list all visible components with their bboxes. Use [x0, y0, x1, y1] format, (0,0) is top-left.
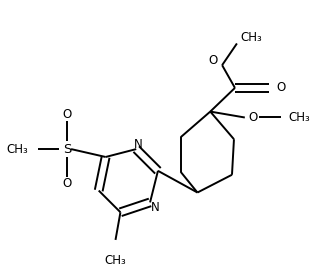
Text: N: N: [134, 138, 143, 151]
Text: CH₃: CH₃: [241, 31, 263, 44]
Text: S: S: [63, 143, 71, 156]
Text: O: O: [62, 108, 72, 121]
Text: CH₃: CH₃: [6, 143, 28, 156]
Text: N: N: [151, 201, 160, 214]
Text: CH₃: CH₃: [105, 254, 126, 267]
Text: CH₃: CH₃: [288, 111, 310, 124]
Text: O: O: [62, 177, 72, 190]
Text: O: O: [249, 111, 258, 124]
Text: O: O: [276, 81, 286, 94]
Text: O: O: [208, 54, 217, 67]
